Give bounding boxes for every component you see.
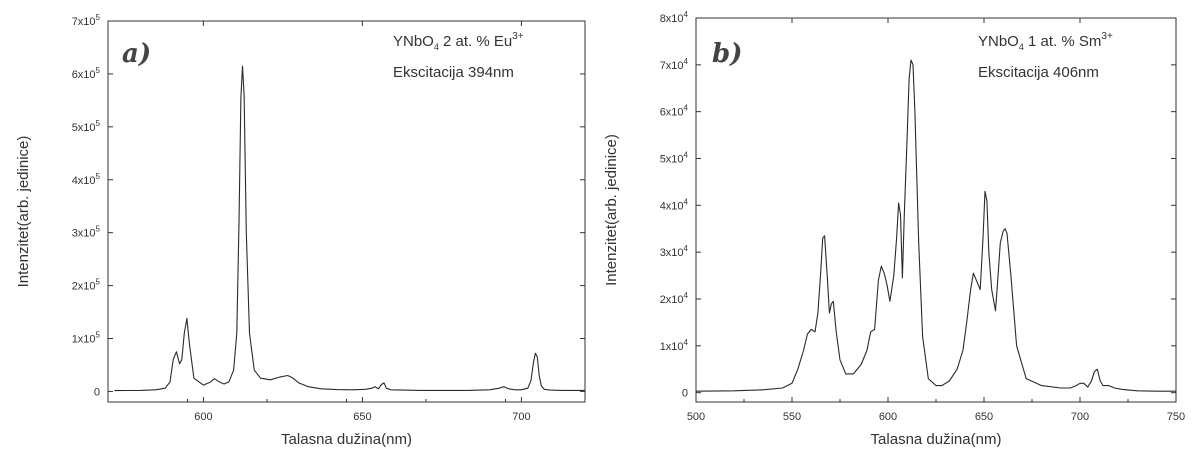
y-tick-label: 6x104 [660,104,689,119]
y-tick-base: 6x10 [72,69,96,81]
chart-a: 600 650 70001x1052x1053x1054x1055x1056x105… [15,13,586,448]
annotation-material: YNbO4 2 at. % Eu3+ [393,31,524,52]
y-tick-label: 0 [94,386,100,398]
chart-panel-b: 500 550 600 650 700 750 0 1x104 2x104 3x104 4x104 5… [600,0,1199,466]
x-tick-label: 500 [687,411,705,423]
y-tick-base: 3x10 [72,228,96,240]
annotation-material: YNbO4 1 at. % Sm3+ [978,31,1113,52]
x-tick-label: 550 [783,411,801,423]
y-axis-title: Intenzitet(arb. jedinice) [603,134,620,286]
y-tick-label: 4x104 [660,197,689,212]
annotation-material-name: YNbO [978,33,1019,50]
series-line [114,65,585,392]
y-tick-exp: 5 [96,13,101,22]
x-axis-title: Talasna dužina(nm) [281,431,412,448]
annotation-excitation: Ekscitacija 406nm [978,64,1099,81]
y-tick-label: 5x104 [660,150,689,165]
y-tick-label: 1x104 [660,338,689,353]
annotation-material-sub: 4 [1019,42,1024,52]
y-tick-exp: 4 [684,244,689,253]
y-tick-base: 3x10 [660,247,684,259]
y-tick-exp: 4 [684,104,689,113]
annotation-material-name: YNbO [393,33,434,50]
y-tick-exp: 4 [684,291,689,300]
y-tick-base: 1x10 [72,334,96,346]
x-tick-label: 700 [1071,411,1089,423]
y-tick-base: 7x10 [72,16,96,28]
annotation-dopant: 1 at. % Sm [1024,33,1102,50]
y-tick-exp: 4 [684,57,689,66]
x-tick-label: 750 [1167,411,1185,423]
y-tick-base: 8x10 [660,13,684,25]
annotation-dopant: 2 at. % Eu [439,33,512,50]
y-tick-base: 7x10 [660,60,684,72]
y-tick-base: 0 [682,388,688,400]
y-tick-base: 5x10 [660,153,684,165]
x-tick-label: 700 [512,411,530,423]
chart-b: 500 550 600 650 700 75001x1042x1043x1044x1045… [603,10,1185,448]
y-tick-base: 6x10 [660,107,684,119]
annotation-material-sub: 4 [434,42,439,52]
x-tick-label: 650 [975,411,993,423]
y-tick-base: 0 [94,386,100,398]
series-line [695,59,1176,392]
y-tick-exp: 4 [684,10,689,19]
y-tick-label: 3x105 [72,225,101,240]
y-axis-title: Intenzitet(arb. jedinice) [15,136,32,288]
y-tick-label: 0 [682,388,688,400]
y-tick-label: 5x105 [72,119,101,134]
y-tick-base: 2x10 [72,281,96,293]
y-tick-label: 2x104 [660,291,689,306]
y-tick-exp: 5 [96,331,101,340]
y-tick-label: 3x104 [660,244,689,259]
y-tick-exp: 5 [96,278,101,287]
y-tick-base: 4x10 [660,200,684,212]
annotation-dopant-sup: 3+ [512,31,524,42]
panel-label: a) [122,39,151,69]
y-tick-label: 2x105 [72,278,101,293]
plot-frame [695,17,1177,403]
y-tick-exp: 5 [96,119,101,128]
panel-label: b) [712,39,742,69]
chart-panel-a: 600 650 700 0 1x105 2x105 3x105 4x105 5x105 6x105… [15,13,586,448]
x-tick-label: 600 [194,411,212,423]
x-tick-label: 600 [879,411,897,423]
x-axis-title: Talasna dužina(nm) [871,431,1002,448]
y-tick-label: 8x104 [660,10,689,25]
y-tick-exp: 4 [684,197,689,206]
y-tick-label: 7x104 [660,57,689,72]
annotation-dopant-sup: 3+ [1101,31,1113,42]
annotation-excitation: Ekscitacija 394nm [393,64,514,81]
y-tick-base: 5x10 [72,122,96,134]
y-tick-label: 7x105 [72,13,101,28]
y-tick-label: 4x105 [72,172,101,187]
y-tick-exp: 4 [684,338,689,347]
y-tick-exp: 5 [96,172,101,181]
y-tick-exp: 4 [684,150,689,159]
y-tick-label: 6x105 [72,66,101,81]
y-tick-base: 1x10 [660,341,684,353]
y-tick-exp: 5 [96,225,101,234]
y-tick-base: 4x10 [72,175,96,187]
x-tick-label: 650 [353,411,371,423]
y-tick-label: 1x105 [72,331,101,346]
y-tick-exp: 5 [96,66,101,75]
y-tick-base: 2x10 [660,294,684,306]
